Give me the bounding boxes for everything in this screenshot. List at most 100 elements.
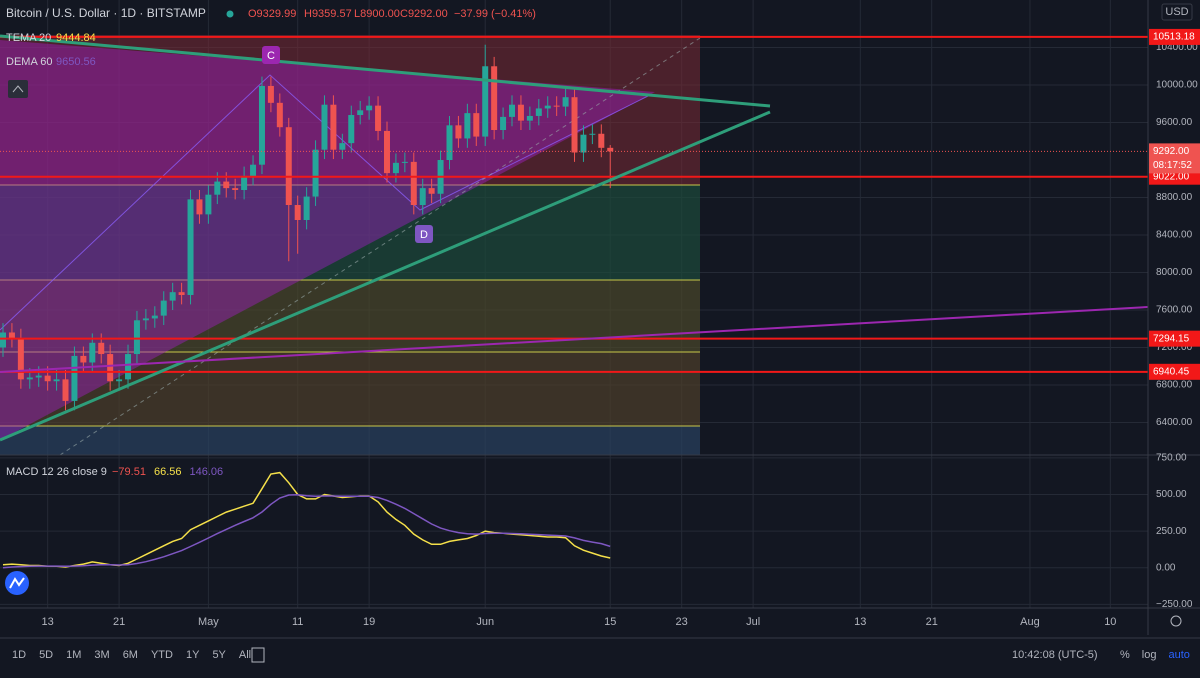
range-button[interactable]: 6M	[123, 649, 138, 661]
candle-body	[491, 66, 498, 131]
candle-body	[98, 342, 105, 355]
candle-body	[375, 105, 382, 131]
x-tick-label: 11	[292, 616, 303, 628]
candle-body	[526, 115, 533, 121]
y-tick-label: 750.00	[1156, 453, 1187, 464]
price-level-label: 9022.00	[1153, 171, 1190, 182]
candle-body	[509, 104, 516, 117]
candle-body	[17, 338, 24, 380]
legend: Bitcoin / U.S. Dollar · 1D · BITSTAMP O9…	[6, 3, 1193, 478]
x-tick-label: 19	[363, 616, 375, 628]
range-button[interactable]: YTD	[151, 649, 173, 661]
drawings: C D	[0, 0, 1200, 639]
candle-body	[428, 188, 435, 194]
candle-body	[133, 320, 140, 355]
candle-body	[410, 161, 417, 206]
ohlc-open: O9329.99	[248, 8, 296, 20]
candle-body	[35, 375, 42, 378]
candle-body	[250, 164, 257, 176]
range-button[interactable]: All	[239, 649, 251, 661]
ohlc-high: H9359.57	[304, 8, 352, 20]
candle-body	[589, 133, 596, 135]
collapse-button[interactable]	[8, 80, 28, 98]
candle-body	[267, 85, 274, 103]
candle-body	[553, 105, 560, 107]
settings-icon[interactable]	[1170, 615, 1182, 627]
x-tick-label: 10	[1104, 616, 1116, 628]
currency-box[interactable]	[1161, 3, 1193, 21]
candle-body	[303, 196, 310, 221]
chevron-icon	[12, 85, 24, 93]
candle-body	[107, 354, 114, 382]
fib-zones	[0, 35, 701, 456]
candle-body	[169, 292, 176, 301]
range-button[interactable]: 1D	[12, 649, 26, 661]
indicator-value: 9650.56	[56, 56, 96, 68]
x-tick-label: May	[198, 616, 219, 628]
candle-body	[178, 292, 185, 295]
candle-body	[214, 181, 221, 195]
trend-line	[0, 306, 1149, 373]
x-tick-label: 23	[676, 616, 688, 628]
macd-legend-value: 66.56	[154, 466, 182, 478]
price-level-label: 10513.18	[1153, 32, 1195, 43]
candle-body	[205, 194, 212, 215]
x-tick-label: 13	[854, 616, 866, 628]
candle-body	[517, 104, 524, 121]
x-tick-label: Jul	[746, 616, 760, 628]
candle-body	[464, 113, 471, 139]
candle-body	[71, 355, 78, 401]
range-button[interactable]: 5Y	[212, 649, 226, 661]
range-button[interactable]: 3M	[94, 649, 109, 661]
macd-title: MACD 12 26 close 9	[6, 466, 107, 478]
scale-option[interactable]: auto	[1168, 649, 1189, 661]
x-tick-label: 13	[42, 616, 54, 628]
macd-legend-value: 146.06	[189, 466, 223, 478]
y-tick-label: 7200.00	[1156, 342, 1193, 353]
date-range-icon[interactable]	[251, 647, 265, 663]
candle-body	[482, 66, 489, 137]
candle-body	[339, 143, 346, 150]
current-price-tag	[1149, 143, 1200, 174]
trend-line	[0, 110, 771, 442]
ohlc-low: L8900.00	[354, 8, 400, 20]
candle-body	[294, 205, 301, 221]
x-tick-label: 21	[926, 616, 938, 628]
range-button[interactable]: 1Y	[186, 649, 200, 661]
range-button[interactable]: 5D	[39, 649, 53, 661]
scale-option[interactable]: %	[1120, 649, 1130, 661]
candle-body	[580, 134, 587, 153]
fib-zone	[0, 185, 700, 280]
macd-line	[2, 494, 611, 569]
pattern-badge	[262, 46, 280, 64]
candle-body	[571, 97, 578, 153]
currency: USD	[1165, 6, 1188, 18]
candle-body	[232, 188, 239, 191]
range-button[interactable]: 1M	[66, 649, 81, 661]
x-tick-label: Aug	[1020, 616, 1040, 628]
y-tick-label: 10400.00	[1156, 42, 1198, 53]
candle-body	[446, 125, 453, 161]
candle-body	[312, 149, 319, 197]
candle-body	[473, 113, 480, 137]
candle-body	[392, 162, 399, 174]
candle-body	[401, 161, 408, 163]
candle-body	[383, 130, 390, 174]
candle-body	[151, 315, 158, 319]
candle-body	[366, 105, 373, 111]
candle-body	[223, 181, 230, 189]
candle-body	[44, 375, 51, 382]
bottom-toolbar: 10:42:08 (UTC-5) 1D 5D 1M 3M 6M YTD 1Y 5Y All% lo…	[12, 615, 1190, 663]
pattern-badge	[415, 225, 433, 243]
candle-body	[26, 377, 33, 380]
xabcd-pattern	[0, 74, 651, 331]
indicator-value: 9444.84	[56, 32, 96, 44]
candle-body	[348, 115, 355, 144]
y-tick-label: 0.00	[1156, 562, 1176, 573]
indicator-name: DEMA 60	[6, 56, 52, 68]
candle-body	[258, 85, 265, 165]
price-level-label: 7294.15	[1153, 333, 1190, 344]
scale-option[interactable]: log	[1142, 649, 1157, 661]
candle-body	[196, 199, 203, 215]
